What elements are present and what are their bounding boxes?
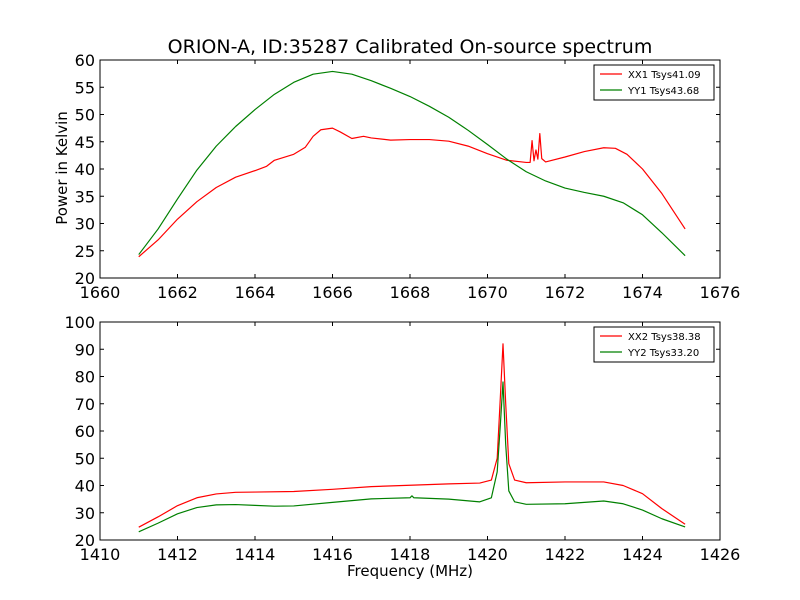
y-tick-label: 40 [75, 477, 95, 496]
series-line-0-1 [138, 70, 686, 257]
bottom-panel-1420mhz: 1410 1412 1414 1416 1418 1420 1422 1424 1426 20 30… [64, 313, 740, 564]
y-tick-label: 55 [75, 78, 95, 97]
y-tick-label: 20 [75, 531, 95, 550]
x-tick-label: 1672 [545, 283, 586, 302]
series-line-1-0 [138, 343, 686, 528]
legend-label: YY2 Tsys33.20 [627, 348, 699, 359]
x-tick-label: 1424 [622, 545, 663, 564]
x-tick-label: 1414 [235, 545, 276, 564]
x-axis-label: Frequency (MHz) [347, 562, 473, 580]
x-tick-label: 1426 [700, 545, 741, 564]
legend-label: XX2 Tsys38.38 [628, 332, 701, 343]
x-tick-label: 1664 [235, 283, 276, 302]
y-tick-label: 40 [75, 160, 95, 179]
y-tick-label: 90 [75, 340, 95, 359]
legend-label: XX1 Tsys41.09 [628, 70, 701, 81]
y-tick-label: 20 [75, 269, 95, 288]
series-line-0-0 [138, 127, 686, 258]
y-tick-label: 45 [75, 133, 95, 152]
x-tick-label: 1676 [700, 283, 741, 302]
y-tick-label: 50 [75, 449, 95, 468]
y-tick-label: 60 [75, 51, 95, 70]
legend: XX2 Tsys38.38 YY2 Tsys33.20 [593, 326, 715, 363]
x-tick-label: 1662 [157, 283, 198, 302]
y-tick-label: 30 [75, 504, 95, 523]
top-panel-1665mhz: 1660 1662 1664 1666 1668 1670 1672 1674 1676 20 25… [75, 51, 741, 302]
x-tick-label: 1660 [80, 283, 121, 302]
x-tick-label: 1666 [312, 283, 353, 302]
legend-box [593, 326, 715, 363]
y-tick-label: 60 [75, 422, 95, 441]
chart-title: ORION-A, ID:35287 Calibrated On-source s… [168, 36, 653, 58]
x-tick-label: 1422 [545, 545, 586, 564]
y-tick-label: 100 [64, 313, 95, 332]
x-tick-label: 1420 [467, 545, 508, 564]
y-tick-label: 25 [75, 242, 95, 261]
legend-box [593, 64, 715, 101]
x-tick-label: 1416 [312, 545, 353, 564]
legend: XX1 Tsys41.09 YY1 Tsys43.68 [593, 64, 715, 101]
series-line-1-1 [138, 381, 686, 533]
y-tick-label: 70 [75, 395, 95, 414]
x-tick-label: 1668 [390, 283, 431, 302]
legend-label: YY1 Tsys43.68 [627, 86, 699, 97]
y-tick-label: 30 [75, 215, 95, 234]
x-tick-label: 1418 [390, 545, 431, 564]
y-axis-label: Power in Kelvin [53, 111, 71, 225]
y-tick-label: 80 [75, 368, 95, 387]
y-tick-label: 50 [75, 106, 95, 125]
x-tick-label: 1670 [467, 283, 508, 302]
x-tick-label: 1412 [157, 545, 198, 564]
x-tick-label: 1410 [80, 545, 121, 564]
x-tick-label: 1674 [622, 283, 663, 302]
y-tick-label: 35 [75, 187, 95, 206]
